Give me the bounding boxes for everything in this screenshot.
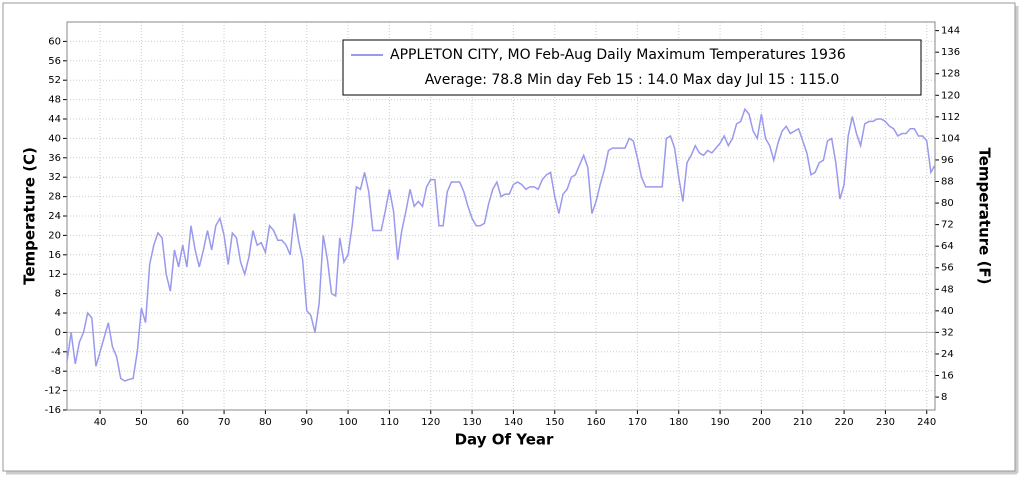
y2-tick-label: 56 (941, 263, 954, 274)
x-tick-label: 40 (94, 417, 107, 428)
x-tick-label: 220 (835, 417, 854, 428)
y2-tick-label: 88 (941, 177, 954, 188)
y2-tick-label: 96 (941, 155, 954, 166)
y2-tick-label: 24 (941, 349, 954, 360)
x-tick-label: 150 (545, 417, 564, 428)
series-line (66, 107, 936, 382)
x-tick-label: 80 (259, 417, 272, 428)
x-tick-label: 180 (669, 417, 688, 428)
x-tick-label: 130 (463, 417, 482, 428)
y-tick-label: 0 (55, 327, 61, 338)
legend-box (342, 39, 922, 96)
y-tick-label: 36 (48, 153, 61, 164)
plot-border (66, 21, 936, 411)
y2-tick-label: 16 (941, 371, 954, 382)
y2-tick-label: 64 (941, 241, 954, 252)
x-tick-label: 120 (421, 417, 440, 428)
y-tick-label: 12 (48, 269, 61, 280)
y2-tick-label: 48 (941, 284, 954, 295)
y2-tick-label: 72 (941, 220, 954, 231)
x-tick-label: 110 (380, 417, 399, 428)
y2-axis-label: Temperature (F) (976, 147, 994, 284)
y-tick-label: 20 (48, 230, 61, 241)
x-tick-label: 240 (917, 417, 936, 428)
y-tick-label: 16 (48, 250, 61, 261)
y-tick-label: 32 (48, 172, 61, 183)
y2-tick-label: 32 (941, 327, 954, 338)
y2-tick-label: 80 (941, 198, 954, 209)
x-tick-label: 190 (711, 417, 730, 428)
x-axis-label: Day Of Year (455, 431, 554, 449)
y2-tick-label: 8 (941, 392, 947, 403)
x-tick-label: 60 (176, 417, 189, 428)
y-tick-label: 60 (48, 36, 61, 47)
legend-label: APPLETON CITY, MO Feb-Aug Daily Maximum … (390, 47, 846, 63)
x-tick-label: 160 (587, 417, 606, 428)
y-tick-label: 28 (48, 192, 61, 203)
y-tick-label: 44 (48, 114, 61, 125)
y-tick-label: -8 (51, 366, 61, 377)
y2-tick-label: 104 (941, 133, 960, 144)
y-tick-label: 8 (55, 289, 61, 300)
y-axis-label: Temperature (C) (21, 147, 39, 285)
y2-tick-label: 120 (941, 90, 960, 101)
y-tick-label: 52 (48, 75, 61, 86)
x-tick-label: 140 (504, 417, 523, 428)
x-tick-label: 50 (135, 417, 148, 428)
legend-stats: Average: 78.8 Min day Feb 15 : 14.0 Max … (425, 72, 840, 88)
y2-tick-label: 144 (941, 26, 960, 37)
x-tick-label: 90 (300, 417, 313, 428)
x-tick-label: 170 (628, 417, 647, 428)
y-tick-label: 40 (48, 133, 61, 144)
y-tick-label: 4 (55, 308, 61, 319)
y-tick-label: -16 (45, 405, 61, 416)
y-tick-label: 24 (48, 211, 61, 222)
x-tick-label: 70 (218, 417, 231, 428)
y-tick-label: 56 (48, 56, 61, 67)
x-tick-label: 230 (876, 417, 895, 428)
y2-tick-label: 128 (941, 69, 960, 80)
y2-tick-label: 112 (941, 112, 960, 123)
y-tick-label: -12 (45, 386, 61, 397)
x-tick-label: 210 (793, 417, 812, 428)
y2-tick-label: 136 (941, 47, 960, 58)
y2-tick-label: 40 (941, 306, 954, 317)
x-tick-label: 200 (752, 417, 771, 428)
y-tick-label: -4 (51, 347, 61, 358)
y-tick-label: 48 (48, 95, 61, 106)
x-tick-label: 100 (339, 417, 358, 428)
